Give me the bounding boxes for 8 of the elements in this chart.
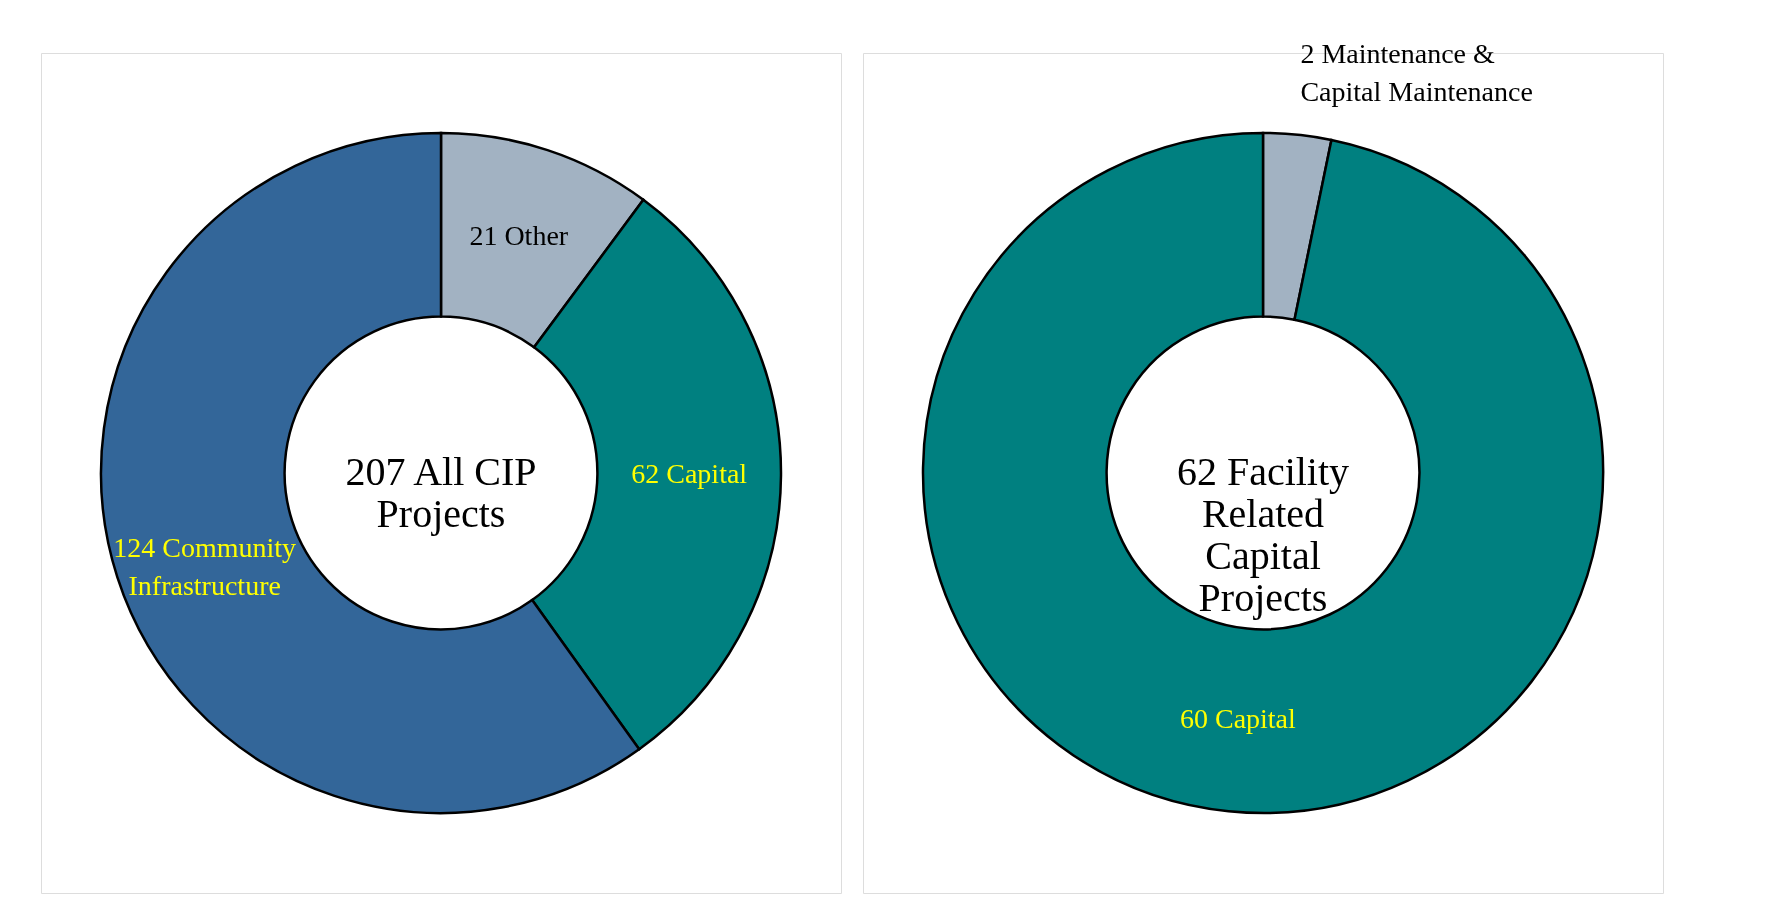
text: 207 All CIP Projects — [345, 449, 537, 536]
slice-label: 60 Capital — [1179, 702, 1297, 734]
slice-label: 2 Maintenance & Capital Maintenance — [1300, 37, 1533, 107]
slice-label: 124 Community Infrastructure — [113, 531, 297, 601]
text: 62 Facility Related Capital Projects — [1176, 449, 1350, 620]
donut-slice — [921, 131, 1604, 815]
slice-label: 62 Capital — [631, 457, 748, 489]
slice-label: 21 Other — [469, 220, 569, 252]
